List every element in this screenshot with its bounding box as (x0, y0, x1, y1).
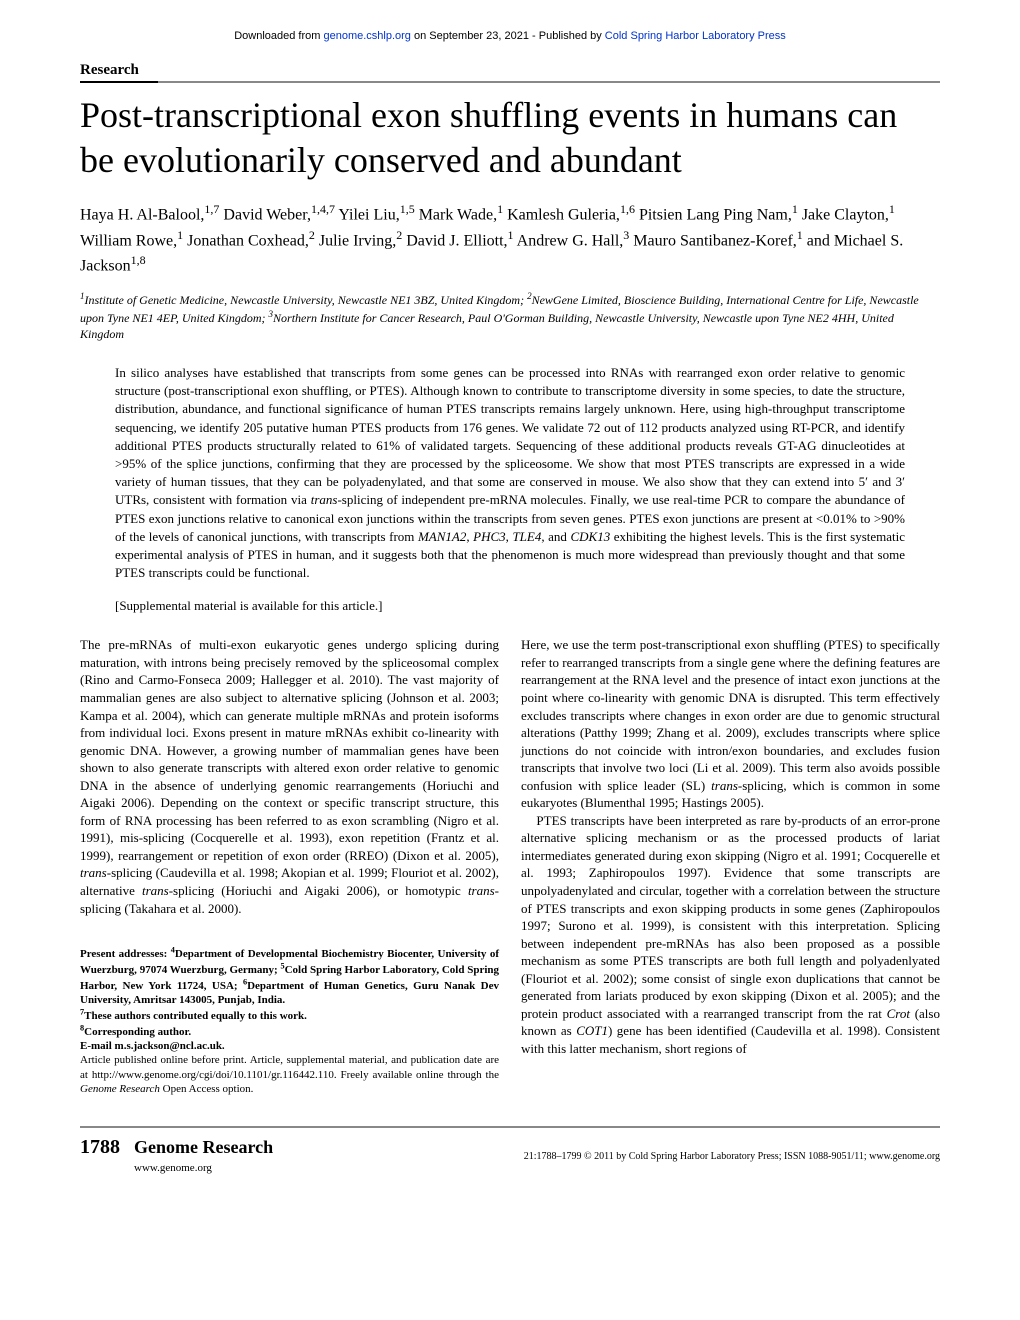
column-left: The pre-mRNAs of multi-exon eukaryotic g… (80, 636, 499, 1096)
footnote-corresponding: 8Corresponding author. (80, 1023, 499, 1039)
abstract: In silico analyses have established that… (115, 364, 905, 582)
footer-copyright: 21:1788–1799 © 2011 by Cold Spring Harbo… (524, 1151, 940, 1162)
authors: Haya H. Al-Balool,1,7 David Weber,1,4,7 … (80, 201, 940, 278)
genome-link[interactable]: genome.cshlp.org (323, 30, 410, 42)
column-right: Here, we use the term post-transcription… (521, 636, 940, 1096)
article-title: Post-transcriptional exon shuffling even… (80, 93, 940, 183)
cshl-link[interactable]: Cold Spring Harbor Laboratory Press (605, 30, 786, 42)
footnote-present-addresses: Present addresses: 4Department of Develo… (80, 945, 499, 1007)
body-text-left: The pre-mRNAs of multi-exon eukaryotic g… (80, 636, 499, 917)
header-prefix: Downloaded from (234, 30, 323, 42)
footer-left: 1788 Genome Research www.genome.org (80, 1136, 273, 1176)
section-label: Research (80, 62, 940, 83)
journal-name: Genome Research (134, 1137, 273, 1157)
body-text-right: Here, we use the term post-transcription… (521, 636, 940, 1057)
page-number: 1788 (80, 1136, 120, 1159)
affiliations: 1Institute of Genetic Medicine, Newcastl… (80, 290, 940, 343)
journal-url: www.genome.org (134, 1162, 212, 1174)
download-header: Downloaded from genome.cshlp.org on Sept… (80, 30, 940, 42)
footnote-article-info: Article published online before print. A… (80, 1053, 499, 1096)
body-columns: The pre-mRNAs of multi-exon eukaryotic g… (80, 636, 940, 1096)
page-footer: 1788 Genome Research www.genome.org 21:1… (80, 1126, 940, 1176)
page-container: Downloaded from genome.cshlp.org on Sept… (0, 0, 1020, 1216)
footnotes: Present addresses: 4Department of Develo… (80, 945, 499, 1096)
supplemental-note: [Supplemental material is available for … (115, 598, 905, 614)
header-middle: on September 23, 2021 - Published by (411, 30, 605, 42)
footnote-equal-contribution: 7These authors contributed equally to th… (80, 1007, 499, 1023)
footnote-email: E-mail m.s.jackson@ncl.ac.uk. (80, 1039, 499, 1053)
